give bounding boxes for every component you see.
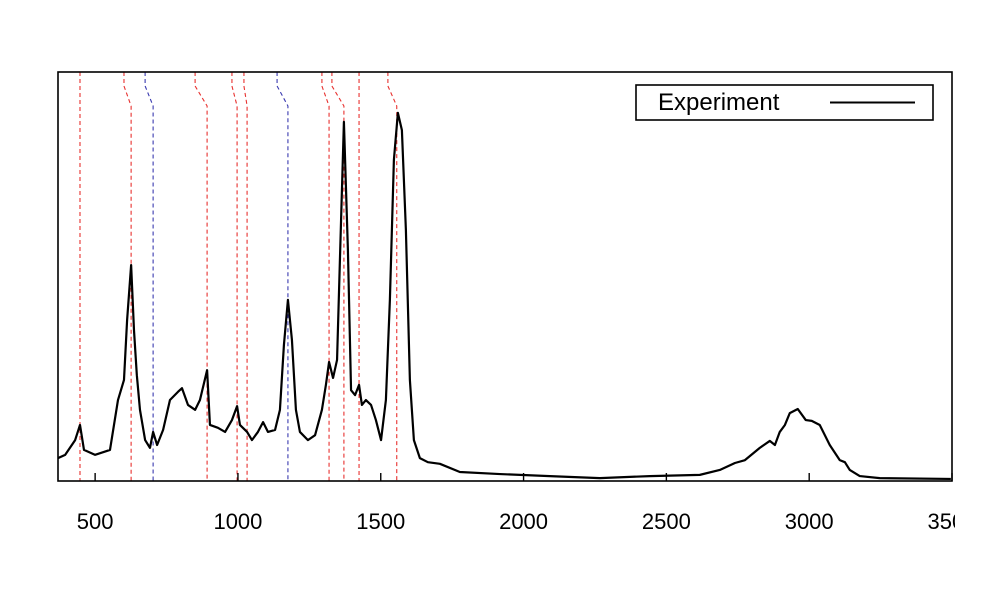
series-lines [58,111,951,481]
series-line [58,111,951,481]
x-tick-label: 3000 [785,509,834,534]
x-tick-label: 3500 [928,509,977,534]
x-tick-label: 1500 [356,509,405,534]
x-tick-labels: 500 1000 1500 2000 2500 3000 3500 [77,509,977,534]
reference-line [123,72,132,481]
reference-line [276,72,289,481]
plot-frame [57,71,953,482]
legend-label: Experiment [658,89,780,116]
reference-line [321,72,330,481]
x-tick-label: 500 [77,509,114,534]
reference-line [331,72,345,481]
reference-lines [79,72,398,481]
reference-line [144,72,154,481]
reference-line [231,72,238,481]
legend: Experiment [635,84,934,121]
x-tick-label: 2000 [499,509,548,534]
reference-line [387,72,398,481]
x-tick-label: 2500 [642,509,691,534]
reference-line [243,72,248,481]
x-tick-label: 1000 [213,509,262,534]
reference-line [194,72,208,481]
